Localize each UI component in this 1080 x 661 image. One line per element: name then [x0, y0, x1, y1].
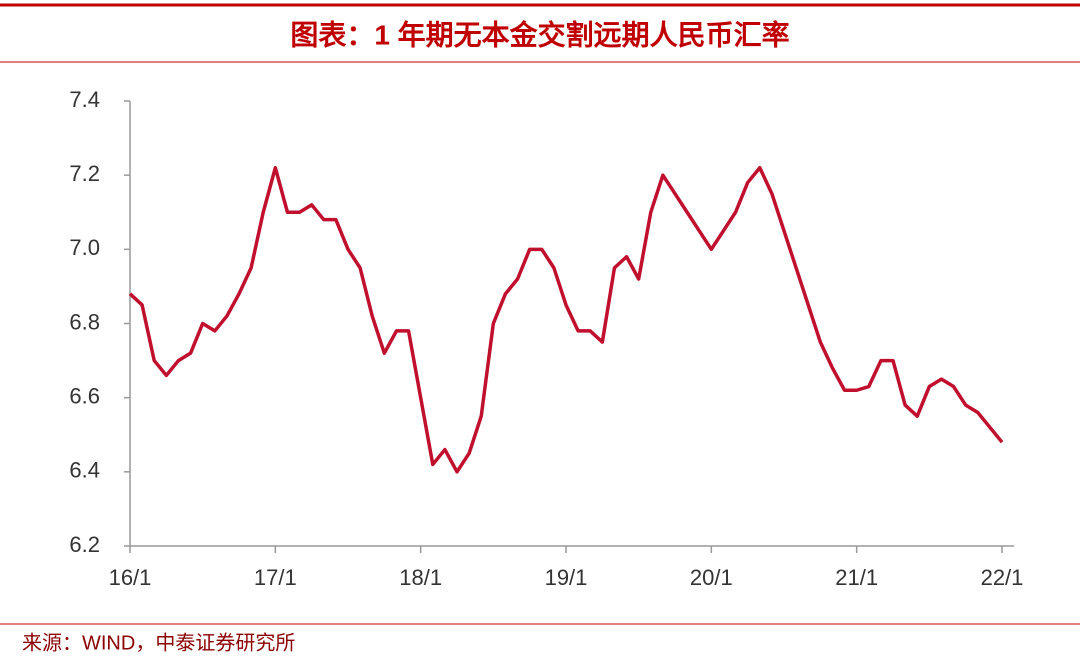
x-tick-label: 16/1	[109, 565, 152, 590]
x-tick-label: 18/1	[399, 565, 442, 590]
x-tick-label: 22/1	[981, 565, 1024, 590]
x-tick-label: 17/1	[254, 565, 297, 590]
source-note: 来源：WIND，中泰证券研究所	[22, 631, 295, 654]
y-tick-label: 6.2	[69, 532, 100, 557]
y-tick-label: 6.8	[69, 309, 100, 334]
x-tick-label: 21/1	[835, 565, 878, 590]
x-tick-label: 20/1	[690, 565, 733, 590]
y-tick-label: 6.4	[69, 458, 100, 483]
series-line	[128, 166, 1004, 474]
y-tick-label: 7.0	[69, 235, 100, 260]
chart-title: 图表：1 年期无本金交割远期人民币汇率	[290, 18, 789, 50]
y-tick-label: 6.6	[69, 383, 100, 408]
y-tick-label: 7.2	[69, 161, 100, 186]
y-tick-label: 7.4	[69, 87, 100, 112]
x-tick-label: 19/1	[545, 565, 588, 590]
